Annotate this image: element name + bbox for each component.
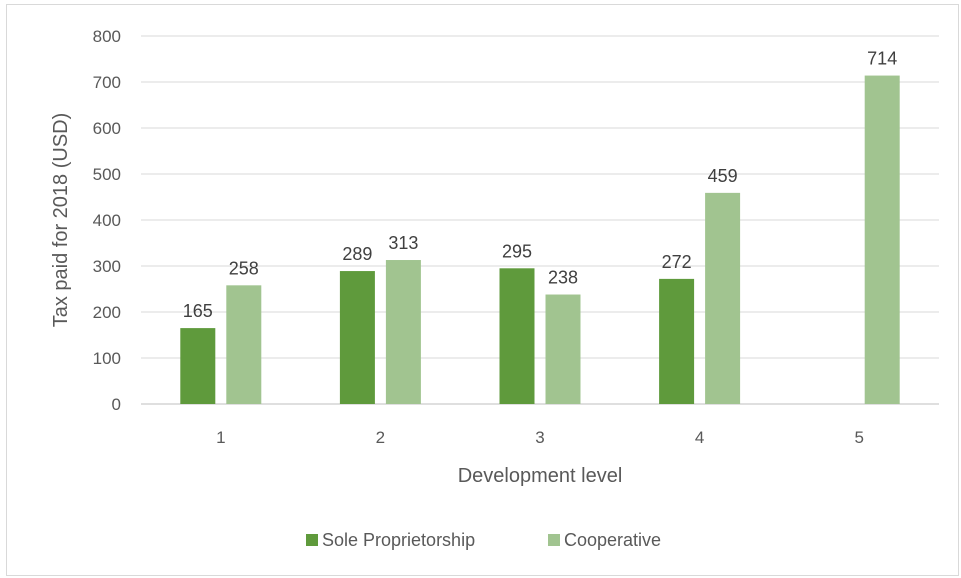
legend-label: Sole Proprietorship xyxy=(322,530,475,550)
bar-cooperative xyxy=(864,75,900,404)
x-tick-label: 5 xyxy=(854,428,863,447)
bar-cooperative xyxy=(705,192,741,404)
data-label: 289 xyxy=(342,244,372,264)
data-label: 295 xyxy=(502,241,532,261)
bars xyxy=(180,75,900,404)
chart-frame xyxy=(6,4,959,576)
data-label: 714 xyxy=(867,49,897,69)
bar-sole-proprietorship xyxy=(659,278,695,404)
x-axis-ticks: 1 2 3 4 5 xyxy=(216,428,864,447)
y-axis-title: Tax paid for 2018 (USD) xyxy=(50,113,72,328)
y-tick-label: 600 xyxy=(93,119,121,138)
y-tick-label: 100 xyxy=(93,349,121,368)
legend: Sole Proprietorship Cooperative xyxy=(306,530,661,550)
data-label: 165 xyxy=(183,301,213,321)
x-axis-title: Development level xyxy=(458,465,623,487)
legend-swatch xyxy=(306,534,318,546)
bar-sole-proprietorship xyxy=(339,271,375,404)
data-labels: 165 258 289 313 295 238 272 459 714 xyxy=(183,49,897,322)
x-tick-label: 1 xyxy=(216,428,225,447)
data-label: 313 xyxy=(388,233,418,253)
bar-sole-proprietorship xyxy=(180,328,216,404)
bar-cooperative xyxy=(226,285,262,404)
x-tick-label: 3 xyxy=(535,428,544,447)
x-tick-label: 2 xyxy=(376,428,385,447)
bar-sole-proprietorship xyxy=(499,268,535,404)
data-label: 459 xyxy=(708,166,738,186)
y-tick-label: 500 xyxy=(93,165,121,184)
gridlines xyxy=(141,35,939,405)
x-tick-label: 4 xyxy=(695,428,704,447)
legend-label: Cooperative xyxy=(564,530,661,550)
y-tick-label: 800 xyxy=(93,27,121,46)
legend-swatch xyxy=(548,534,560,546)
bar-cooperative xyxy=(545,294,581,404)
y-tick-label: 200 xyxy=(93,303,121,322)
data-label: 258 xyxy=(229,258,259,278)
data-label: 238 xyxy=(548,268,578,288)
y-tick-label: 400 xyxy=(93,211,121,230)
y-tick-label: 0 xyxy=(112,395,121,414)
y-tick-label: 300 xyxy=(93,257,121,276)
y-axis-ticks: 0 100 200 300 400 500 600 700 800 xyxy=(93,27,121,414)
y-tick-label: 700 xyxy=(93,73,121,92)
bar-cooperative xyxy=(385,260,421,404)
data-label: 272 xyxy=(662,252,692,272)
